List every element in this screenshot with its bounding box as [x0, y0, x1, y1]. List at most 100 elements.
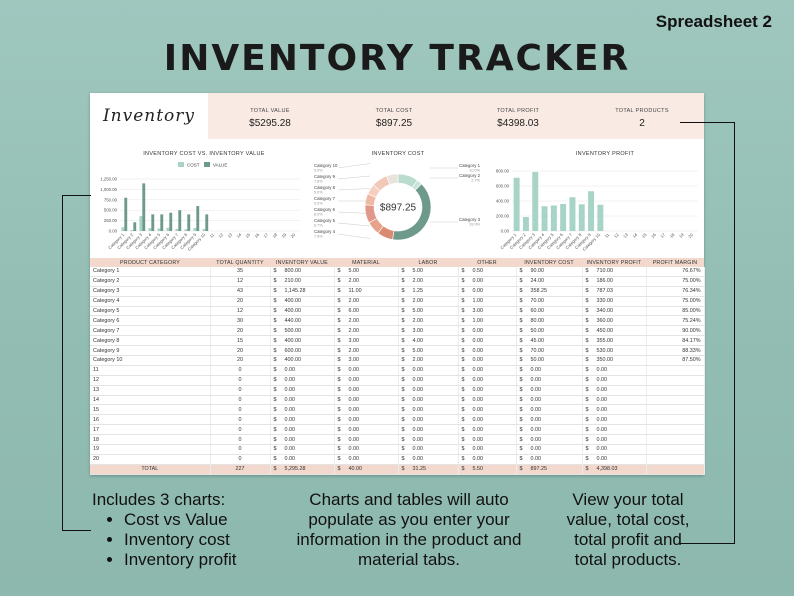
- cell-value: 600.00: [284, 347, 302, 354]
- table-cell: $2.00: [398, 315, 459, 327]
- table-cell: $0.00: [458, 325, 517, 337]
- table-cell: $0.00: [398, 385, 459, 396]
- cell-value: 2.00: [348, 298, 360, 305]
- currency-symbol: $: [519, 377, 523, 384]
- table-cell: $1,145.28: [270, 286, 335, 297]
- column-header: PRODUCT CATEGORY: [90, 258, 210, 267]
- table-cell: [646, 404, 705, 416]
- pie-label-name: Category 6: [314, 207, 336, 212]
- bar-value: [187, 214, 191, 231]
- currency-symbol: $: [519, 317, 523, 324]
- table-cell: $0.00: [516, 404, 583, 416]
- currency-symbol: $: [519, 426, 523, 433]
- table-cell: $0.00: [334, 454, 399, 465]
- table-cell: $0.00: [270, 454, 335, 465]
- charts-list: Cost vs Value Inventory cost Inventory p…: [92, 510, 282, 570]
- table-total-row: TOTAL 227 $5,295.28 $40.00 $31.25 $5.50 $897.2…: [90, 464, 705, 475]
- currency-symbol: $: [337, 278, 341, 285]
- table-cell: $0.00: [458, 424, 517, 436]
- table-cell: $0.00: [582, 424, 647, 436]
- table-cell: $0.00: [270, 414, 335, 426]
- cell-value: 0.00: [596, 416, 608, 423]
- table-cell: 20: [210, 355, 271, 366]
- cell-value: 0.00: [412, 367, 424, 374]
- cell-value: 5.00: [412, 308, 424, 314]
- table-cell: 88.33%: [646, 345, 705, 357]
- currency-symbol: $: [519, 298, 523, 305]
- bar-value: [151, 214, 155, 231]
- table-row: Category 5 12 $400.00 $6.00 $5.00 $3.00 $60.00…: [90, 306, 705, 317]
- table-cell: $0.00: [458, 395, 517, 406]
- table-cell: $50.00: [516, 355, 583, 366]
- currency-symbol: $: [401, 288, 405, 295]
- table-cell: [646, 375, 705, 386]
- bar-cost: [184, 229, 188, 231]
- kpi-total-products: TOTAL PRODUCTS 2: [580, 93, 704, 139]
- cell-value: 70.00: [530, 347, 545, 354]
- y-tick-label: 600.00: [496, 184, 510, 189]
- currency-symbol: $: [461, 327, 465, 334]
- table-cell: $600.00: [270, 345, 335, 357]
- cell-value: 3.00: [348, 357, 360, 364]
- cell-value: 0.00: [472, 416, 484, 423]
- table-cell: $0.00: [458, 335, 517, 347]
- x-tick-label: 19: [280, 232, 287, 239]
- kpi-value: 2: [639, 118, 645, 129]
- x-tick-label: 13: [622, 232, 629, 239]
- cell-value: 0.00: [348, 397, 360, 404]
- table-cell: $500.00: [270, 325, 335, 337]
- table-cell: $0.00: [458, 345, 517, 357]
- currency-symbol: $: [461, 337, 465, 344]
- y-tick-label: 0.00: [501, 229, 510, 234]
- kpi-label: TOTAL VALUE: [250, 108, 290, 114]
- table-cell: $210.00: [270, 276, 335, 287]
- charts-caption: Includes 3 charts: Cost vs Value Invento…: [92, 490, 282, 570]
- cell-value: 400.00: [284, 337, 302, 344]
- x-tick-label: 20: [289, 232, 296, 239]
- currency-symbol: $: [401, 357, 405, 364]
- cell-value: 897.25: [530, 466, 548, 473]
- bar-value: [205, 214, 209, 231]
- currency-symbol: $: [585, 327, 589, 334]
- table-cell: $2.00: [334, 276, 399, 287]
- currency-symbol: $: [585, 357, 589, 364]
- cell-value: 0.00: [412, 387, 424, 394]
- x-tick-label: 12: [217, 232, 224, 239]
- left-connector-line: [62, 195, 91, 531]
- currency-symbol: $: [585, 387, 589, 394]
- table-cell: $3.00: [458, 306, 517, 317]
- table-cell: 76.34%: [646, 286, 705, 297]
- cell-value: 0.00: [596, 377, 608, 384]
- cell-value: 0.00: [472, 426, 484, 433]
- currency-symbol: $: [519, 278, 523, 285]
- table-row: Category 3 43 $1,145.28 $11.00 $1.25 $0.00 $35…: [90, 286, 705, 297]
- cell-value: 358.25: [530, 288, 548, 295]
- cell-value: 0.00: [284, 436, 296, 443]
- currency-symbol: $: [337, 298, 341, 305]
- legend-swatch-cost: [178, 162, 184, 167]
- table-cell: Category 5: [90, 306, 211, 317]
- table-cell: $0.00: [270, 424, 335, 436]
- cell-value: 0.00: [412, 426, 424, 433]
- legend-label-value: VALUE: [213, 163, 227, 168]
- table-row: 13 0 $0.00 $0.00 $0.00 $0.00 $0.00 $0.00: [90, 385, 705, 396]
- cell-value: 400.00: [284, 308, 302, 314]
- cell-value: 210.00: [284, 278, 302, 285]
- table-cell: Category 8: [90, 335, 211, 347]
- donut-slice: [386, 173, 399, 185]
- table-cell: 35: [210, 267, 271, 277]
- pie-leader-line: [337, 188, 371, 191]
- table-cell: $350.00: [582, 355, 647, 366]
- cell-value: 60.00: [530, 308, 545, 314]
- cell-value: 1.00: [472, 317, 484, 324]
- table-row: 11 0 $0.00 $0.00 $0.00 $0.00 $0.00 $0.00: [90, 365, 705, 376]
- table-cell: 20: [210, 345, 271, 357]
- currency-symbol: $: [273, 406, 277, 413]
- cell-value: 0.00: [284, 456, 296, 463]
- cell-value: 5.50: [472, 466, 484, 473]
- currency-symbol: $: [337, 406, 341, 413]
- table-cell: $31.25: [398, 464, 459, 475]
- column-header: OTHER: [458, 258, 516, 267]
- table-cell: $2.00: [334, 296, 399, 307]
